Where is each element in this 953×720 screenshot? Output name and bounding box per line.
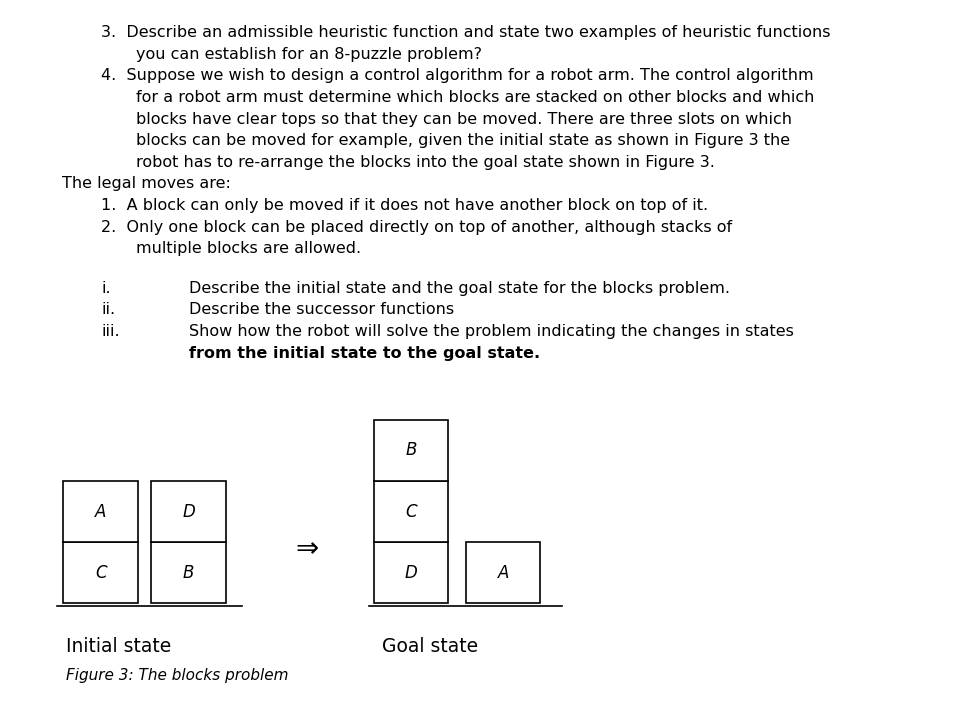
Bar <box>374 542 448 603</box>
Text: iii.: iii. <box>101 324 119 339</box>
Text: 1.  A block can only be moved if it does not have another block on top of it.: 1. A block can only be moved if it does … <box>101 198 707 213</box>
Text: The legal moves are:: The legal moves are: <box>61 176 231 192</box>
Text: i.: i. <box>101 281 111 296</box>
Bar <box>63 542 138 603</box>
Text: B: B <box>183 564 194 582</box>
Text: you can establish for an 8-puzzle problem?: you can establish for an 8-puzzle proble… <box>136 47 481 62</box>
Text: for a robot arm must determine which blocks are stacked on other blocks and whic: for a robot arm must determine which blo… <box>136 90 814 105</box>
Text: Describe the successor functions: Describe the successor functions <box>189 302 454 318</box>
Bar <box>374 481 448 542</box>
Text: A: A <box>95 503 106 521</box>
Text: Initial state: Initial state <box>66 637 171 656</box>
Bar <box>374 420 448 481</box>
Text: Show how the robot will solve the problem indicating the changes in states: Show how the robot will solve the proble… <box>189 324 793 339</box>
Text: Figure 3: The blocks problem: Figure 3: The blocks problem <box>66 668 288 683</box>
Text: B: B <box>405 441 416 459</box>
Text: robot has to re-arrange the blocks into the goal state shown in Figure 3.: robot has to re-arrange the blocks into … <box>136 155 715 170</box>
Text: A: A <box>497 564 508 582</box>
Text: 4.  Suppose we wish to design a control algorithm for a robot arm. The control a: 4. Suppose we wish to design a control a… <box>101 68 813 84</box>
Text: Goal state: Goal state <box>382 637 477 656</box>
Text: blocks have clear tops so that they can be moved. There are three slots on which: blocks have clear tops so that they can … <box>136 112 791 127</box>
Text: blocks can be moved for example, given the initial state as shown in Figure 3 th: blocks can be moved for example, given t… <box>136 133 789 148</box>
Text: ⇒: ⇒ <box>294 535 318 562</box>
Text: from the initial state to the goal state.: from the initial state to the goal state… <box>189 346 539 361</box>
Text: D: D <box>404 564 416 582</box>
Text: 2.  Only one block can be placed directly on top of another, although stacks of: 2. Only one block can be placed directly… <box>101 220 731 235</box>
Text: Describe the initial state and the goal state for the blocks problem.: Describe the initial state and the goal … <box>189 281 729 296</box>
Text: D: D <box>182 503 194 521</box>
Text: ii.: ii. <box>101 302 115 318</box>
Text: multiple blocks are allowed.: multiple blocks are allowed. <box>136 241 361 256</box>
Bar <box>151 481 226 542</box>
Bar <box>151 542 226 603</box>
Bar <box>63 481 138 542</box>
Text: C: C <box>405 503 416 521</box>
Text: C: C <box>94 564 107 582</box>
Bar <box>465 542 540 603</box>
Text: 3.  Describe an admissible heuristic function and state two examples of heuristi: 3. Describe an admissible heuristic func… <box>101 25 830 40</box>
